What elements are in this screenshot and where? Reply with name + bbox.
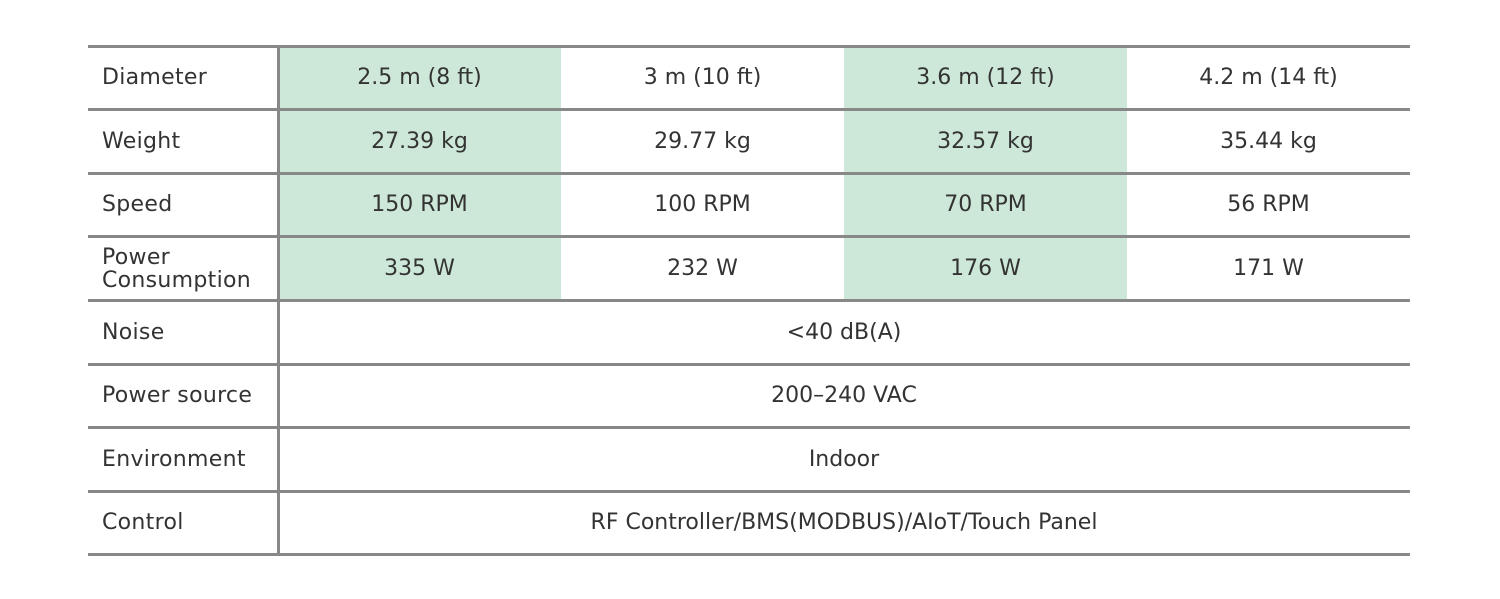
cell-value: 335 W (278, 236, 561, 301)
row-divider (88, 553, 1410, 557)
row-divider (88, 426, 1410, 430)
row-divider (88, 108, 1410, 112)
cell-value: <40 dB(A) (786, 319, 902, 345)
cell-value: 32.57 kg (844, 109, 1127, 174)
cell-value: 232 W (667, 256, 738, 282)
row-label: Control (102, 510, 184, 536)
cell-value: 200–240 VAC (771, 383, 917, 409)
cell-value: Indoor (808, 446, 880, 472)
column-divider (276, 46, 280, 555)
row-divider (88, 298, 1410, 302)
cell-value: 4.2 m (14 ft) (1199, 65, 1338, 91)
cell-value: 150 RPM (278, 173, 561, 237)
row-divider (88, 44, 1410, 48)
row-label: Weight (102, 128, 181, 154)
row-label: Speed (102, 192, 173, 218)
row-divider (88, 362, 1410, 366)
row-label: Power source (102, 383, 253, 409)
cell-value: 176 W (844, 236, 1127, 301)
row-label: Noise (102, 319, 165, 345)
row-divider (88, 489, 1410, 493)
cell-value: 171 W (1233, 256, 1304, 282)
cell-value: 2.5 m (8 ft) (278, 46, 561, 110)
cell-value: RF Controller/BMS(MODBUS)/AIoT/Touch Pan… (590, 510, 1098, 536)
cell-value: 3 m (10 ft) (643, 65, 762, 91)
row-label: Environment (102, 446, 246, 472)
cell-value: 35.44 kg (1220, 128, 1317, 154)
row-label: Power Consumption (102, 244, 252, 293)
cell-value: 56 RPM (1227, 192, 1310, 218)
cell-value: 100 RPM (654, 192, 751, 218)
row-divider (88, 171, 1410, 175)
row-divider (88, 235, 1410, 239)
row-label: Diameter (102, 65, 208, 91)
cell-value: 29.77 kg (654, 128, 751, 154)
cell-value: 70 RPM (844, 173, 1127, 237)
cell-value: 27.39 kg (278, 109, 561, 174)
cell-value: 3.6 m (12 ft) (844, 46, 1127, 110)
